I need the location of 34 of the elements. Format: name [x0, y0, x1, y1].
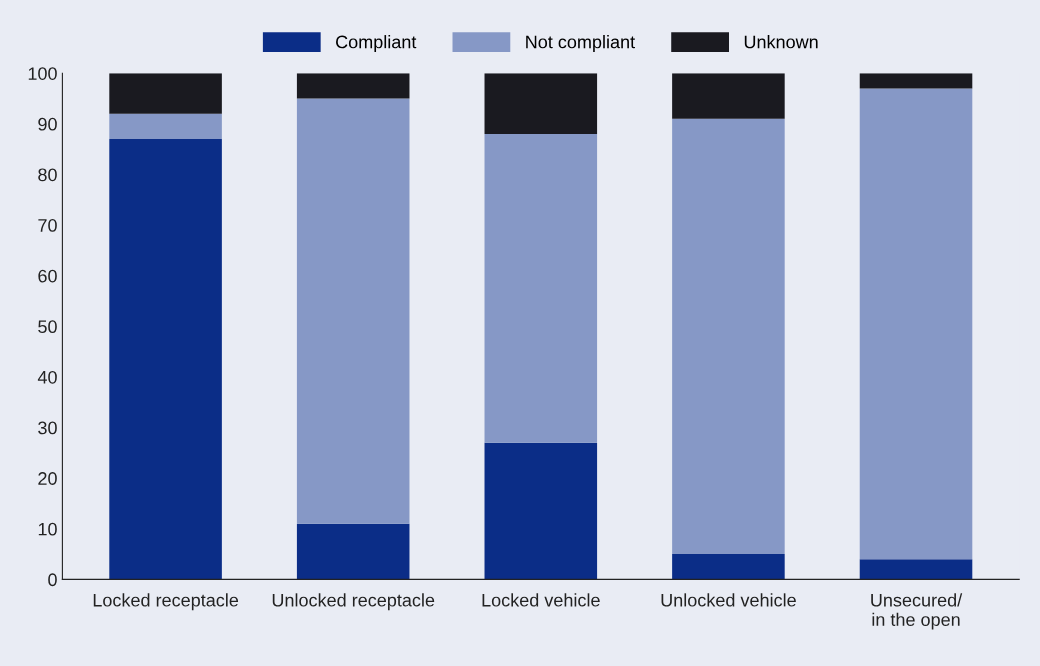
y-tick-label: 0	[48, 573, 57, 587]
bar	[296, 73, 410, 99]
x-tick-label: Locked receptacle	[93, 593, 239, 611]
y-tick-label: 70	[38, 219, 57, 232]
bar	[484, 442, 598, 580]
bar	[109, 73, 222, 114]
x-tick-label: Unsecured/ in the open	[871, 593, 963, 630]
y-tick-label: 30	[38, 421, 57, 435]
legend-label: Compliant	[336, 35, 417, 52]
x-tick-label: Unlocked vehicle	[661, 593, 796, 607]
bar	[296, 98, 410, 524]
y-tick-label: 60	[38, 269, 57, 283]
x-tick-label: Unlocked receptacle	[272, 593, 435, 611]
bar	[672, 554, 785, 580]
bar	[484, 73, 598, 134]
y-tick-label: 90	[38, 117, 57, 131]
bar	[859, 559, 973, 580]
y-tick-label: 50	[38, 320, 57, 334]
y-tick-label: 100	[28, 67, 57, 80]
bar	[672, 73, 785, 119]
bar	[109, 113, 222, 140]
y-tick-label: 40	[37, 370, 57, 384]
bar	[484, 134, 598, 443]
legend-label: Not compliant	[526, 35, 635, 52]
y-tick-label: 20	[38, 472, 57, 485]
bar	[859, 73, 973, 89]
bar	[672, 118, 785, 555]
x-tick-label: Locked vehicle	[482, 593, 600, 607]
legend-label: Unknown	[744, 35, 818, 49]
y-tick-label: 10	[38, 522, 57, 536]
y-tick-label: 80	[38, 168, 57, 182]
bar	[859, 88, 973, 560]
bar	[109, 139, 222, 580]
bar	[296, 523, 410, 580]
